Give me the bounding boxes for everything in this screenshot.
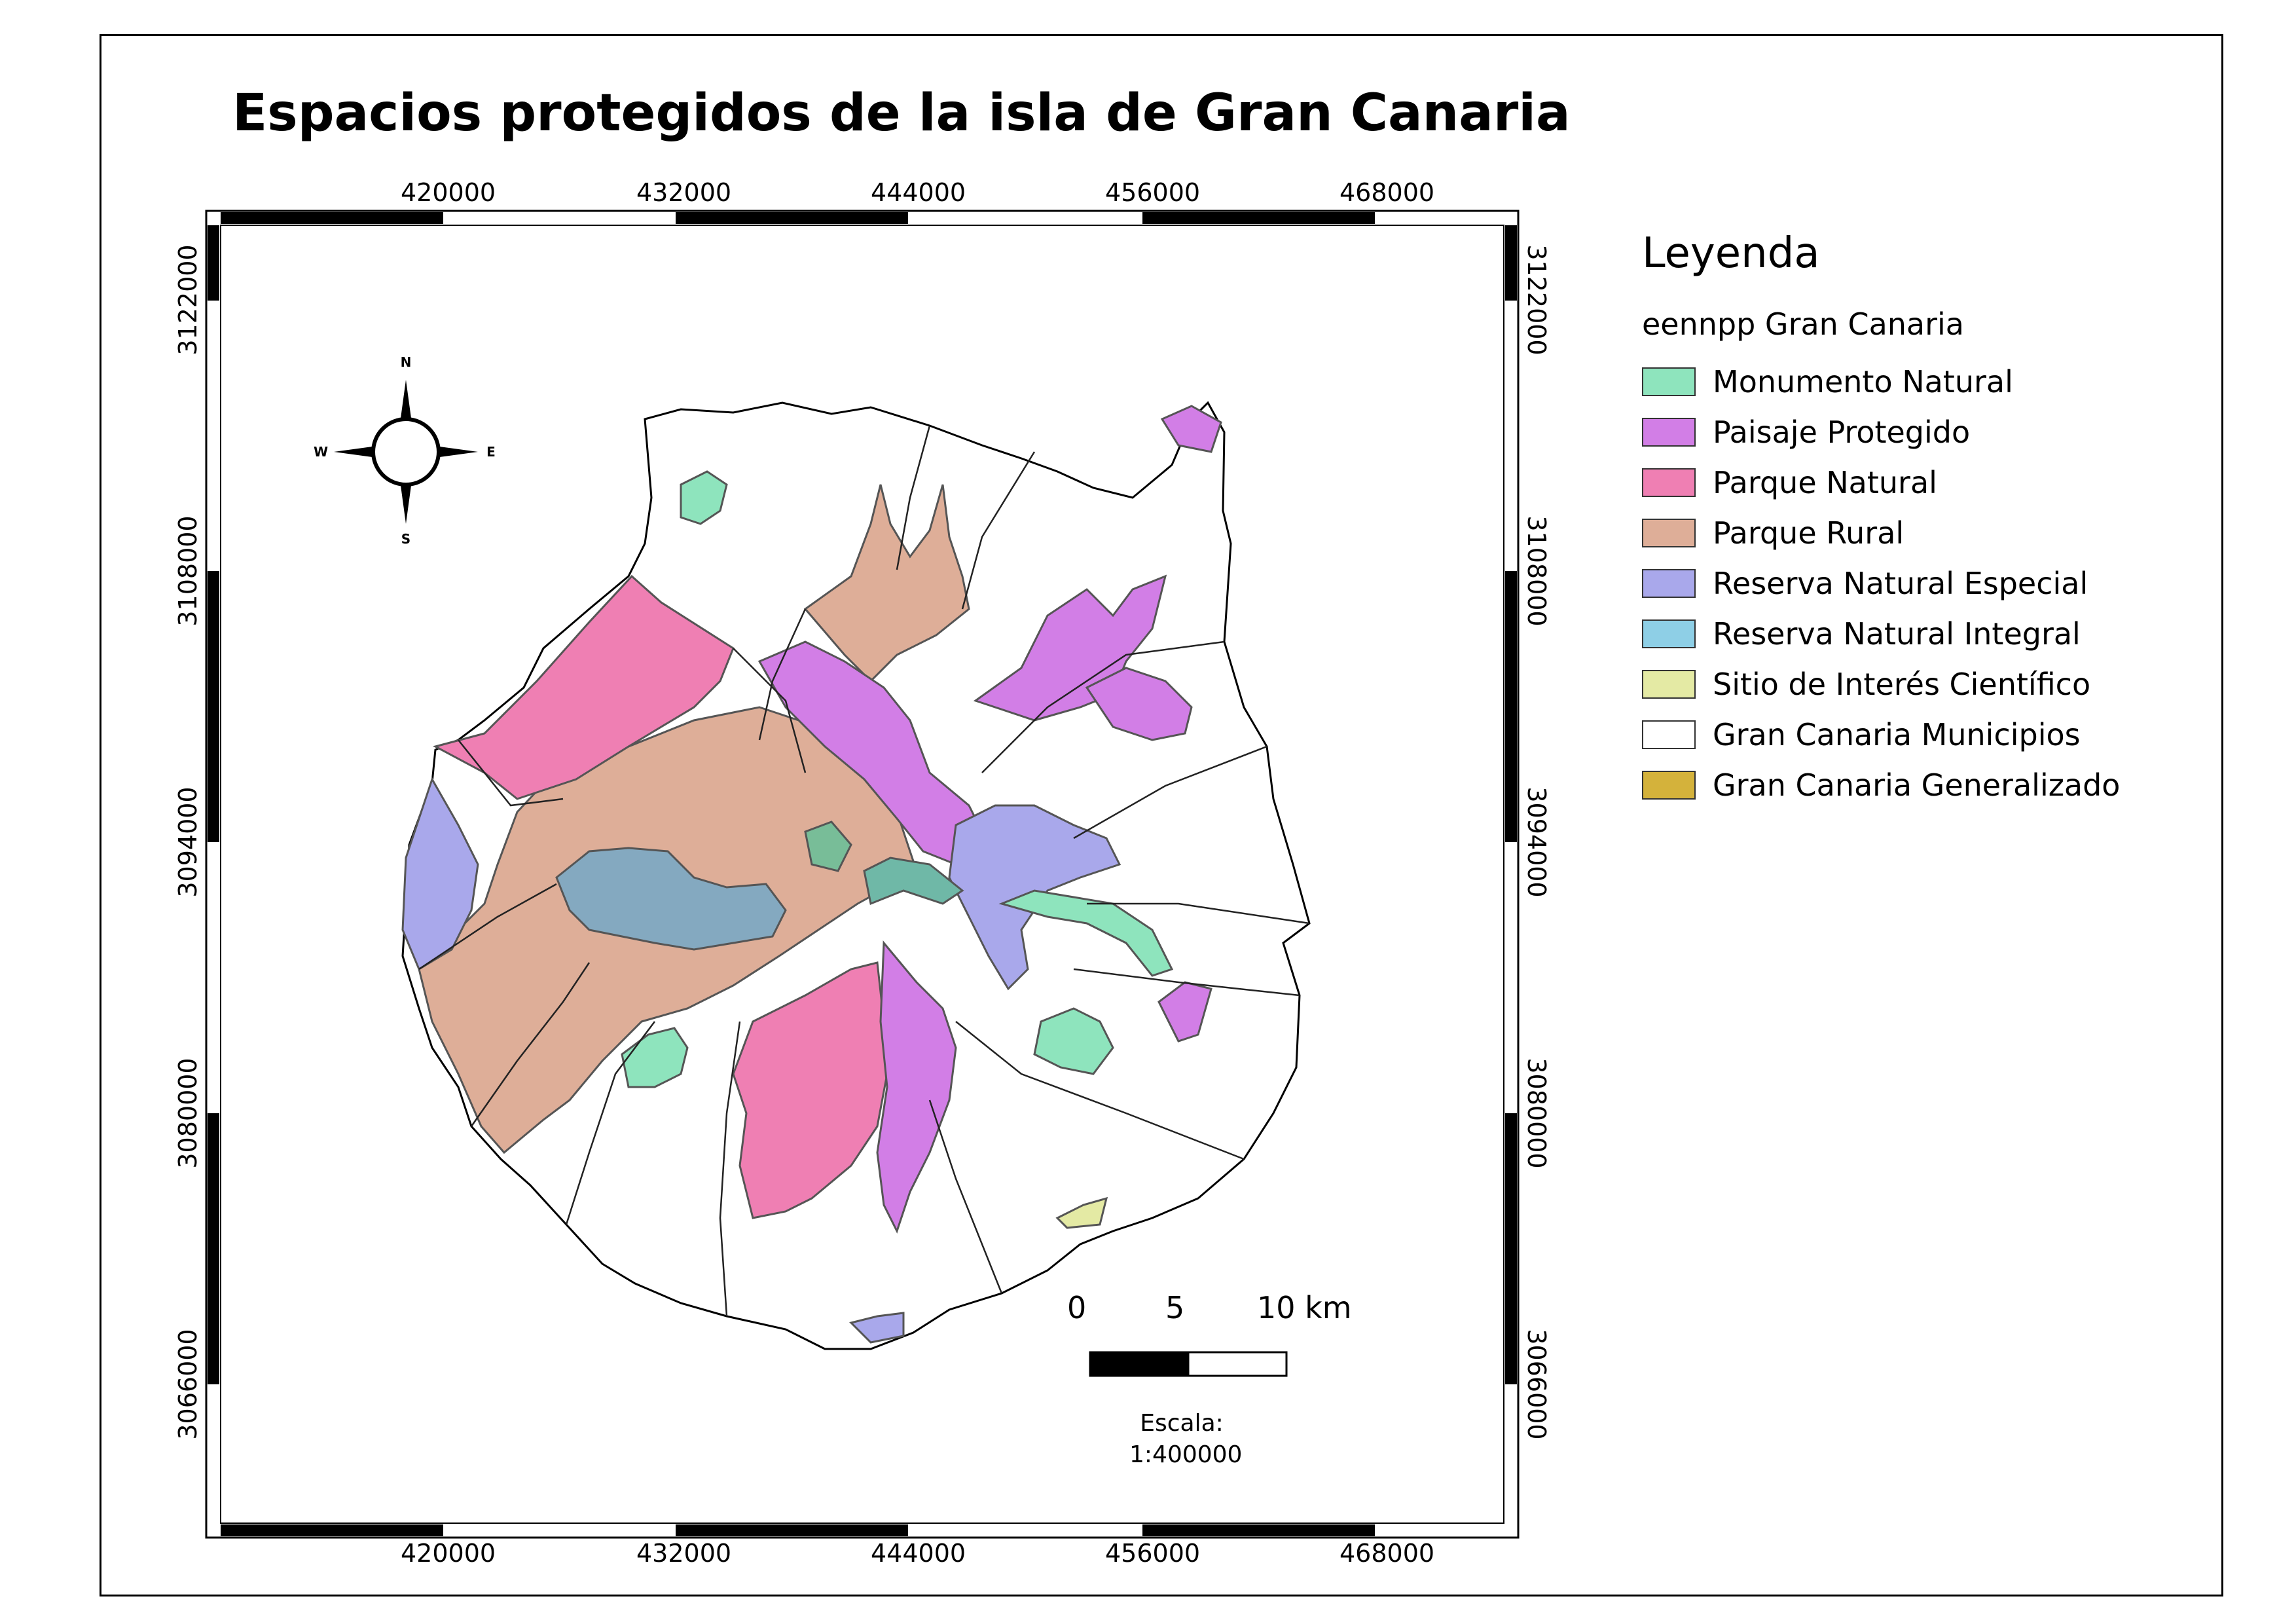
legend: Leyenda eennpp Gran Canaria Monumento Na…	[1642, 229, 2120, 810]
legend-group-title: eennpp Gran Canaria	[1642, 306, 1964, 342]
legend-item-label: Parque Rural	[1713, 515, 1904, 551]
area-reserva-especial-west	[401, 777, 479, 971]
grid-y-label-right: 3066000	[1522, 1329, 1551, 1440]
legend-item: Monumento Natural	[1642, 356, 2120, 407]
grid-x-label-top: 468000	[1339, 178, 1435, 207]
graticule-bar-bottom	[221, 1524, 1375, 1536]
grid-y-label-right: 3108000	[1522, 515, 1551, 627]
compass-n-label: N	[401, 354, 412, 370]
legend-item: Gran Canaria Municipios	[1642, 709, 2120, 760]
area-reserva-integral-central	[555, 847, 787, 951]
map-title: Espacios protegidos de la isla de Gran C…	[232, 84, 1571, 143]
legend-item-label: Reserva Natural Integral	[1713, 616, 2081, 652]
grid-y-label-left: 3080000	[173, 1058, 202, 1169]
scale-tick-10: 10 km	[1257, 1290, 1352, 1325]
area-monumento-natural-corridor	[998, 889, 1174, 977]
graticule-bar-right	[1505, 225, 1517, 1384]
grid-y-label-left: 3108000	[173, 515, 202, 627]
area-parque-natural-south	[732, 961, 888, 1219]
legend-item: Parque Natural	[1642, 457, 2120, 507]
scale-tick-5: 5	[1165, 1290, 1185, 1325]
area-monumento-natural-center	[804, 821, 852, 872]
legend-swatch	[1642, 518, 1696, 547]
legend-swatch	[1642, 417, 1696, 447]
compass-w-label: W	[314, 444, 328, 460]
legend-item-label: Gran Canaria Generalizado	[1713, 767, 2121, 803]
grid-x-label-bottom: 420000	[401, 1539, 496, 1568]
grid-y-label-left: 3122000	[173, 244, 202, 356]
grid-x-label-top: 444000	[871, 178, 966, 207]
legend-title: Leyenda	[1642, 229, 1820, 278]
grid-x-label-top: 432000	[636, 178, 732, 207]
grid-y-label-left: 3094000	[173, 786, 202, 898]
legend-swatch	[1642, 619, 1696, 648]
grid-y-label-left: 3066000	[173, 1329, 202, 1440]
legend-item: Reserva Natural Especial	[1642, 558, 2120, 608]
compass-rose: N S W E	[314, 354, 496, 547]
legend-swatch	[1642, 568, 1696, 598]
legend-item: Reserva Natural Integral	[1642, 608, 2120, 659]
legend-item-label: Monumento Natural	[1713, 363, 2013, 399]
legend-items: Monumento Natural Paisaje Protegido Parque…	[1642, 356, 2120, 810]
compass-s-label: S	[401, 531, 410, 547]
legend-swatch	[1642, 770, 1696, 800]
grid-x-label-top: 456000	[1105, 178, 1201, 207]
area-parque-natural-nw	[432, 574, 735, 800]
grid-x-label-bottom: 468000	[1339, 1539, 1435, 1568]
legend-swatch	[1642, 669, 1696, 699]
area-parque-rural-north	[803, 484, 970, 683]
grid-x-label-bottom: 432000	[636, 1539, 732, 1568]
scale-caption-value: 1:400000	[1129, 1441, 1243, 1468]
legend-swatch	[1642, 468, 1696, 497]
legend-swatch	[1642, 367, 1696, 396]
area-monumento-natural-nw	[680, 470, 728, 525]
area-monumento-natural-join	[863, 857, 964, 906]
area-monumento-natural-east	[1033, 1007, 1114, 1075]
scale-caption: Escala: 1:400000	[1129, 1408, 1243, 1471]
grid-x-label-bottom: 456000	[1105, 1539, 1201, 1568]
legend-swatch	[1642, 720, 1696, 749]
legend-item-label: Sitio de Interés Científico	[1713, 666, 2091, 702]
grid-y-label-right: 3122000	[1522, 244, 1551, 356]
legend-item-label: Reserva Natural Especial	[1713, 565, 2088, 601]
graticule-bar-left	[208, 225, 219, 1384]
legend-item: Sitio de Interés Científico	[1642, 659, 2120, 709]
legend-item: Parque Rural	[1642, 507, 2120, 558]
legend-item-label: Parque Natural	[1713, 464, 1937, 500]
grid-x-label-top: 420000	[401, 178, 496, 207]
area-sitio-interes-cientifico	[1055, 1196, 1108, 1229]
area-paisaje-protegido-north-tip	[1160, 405, 1222, 453]
scale-caption-label: Escala:	[1140, 1410, 1224, 1437]
area-reserva-especial-south	[849, 1312, 905, 1344]
compass-e-label: E	[486, 444, 496, 460]
municipal-boundaries	[418, 425, 1310, 1317]
area-paisaje-protegido-south	[876, 940, 957, 1234]
legend-item: Paisaje Protegido	[1642, 407, 2120, 457]
grid-x-label-bottom: 444000	[871, 1539, 966, 1568]
scale-tick-0: 0	[1067, 1290, 1087, 1325]
legend-item-label: Paisaje Protegido	[1713, 414, 1971, 450]
graticule-bar-top	[221, 212, 1375, 224]
grid-y-label-right: 3094000	[1522, 786, 1551, 898]
grid-y-label-right: 3080000	[1522, 1058, 1551, 1169]
layout-frame	[100, 34, 2223, 1596]
area-paisaje-protegido-east-small	[1157, 981, 1212, 1043]
legend-item: Gran Canaria Generalizado	[1642, 760, 2120, 810]
legend-item-label: Gran Canaria Municipios	[1713, 716, 2081, 752]
area-paisaje-protegido-east	[1085, 667, 1193, 741]
scale-bar	[1089, 1351, 1288, 1377]
area-paisaje-protegido-ne	[973, 574, 1167, 722]
